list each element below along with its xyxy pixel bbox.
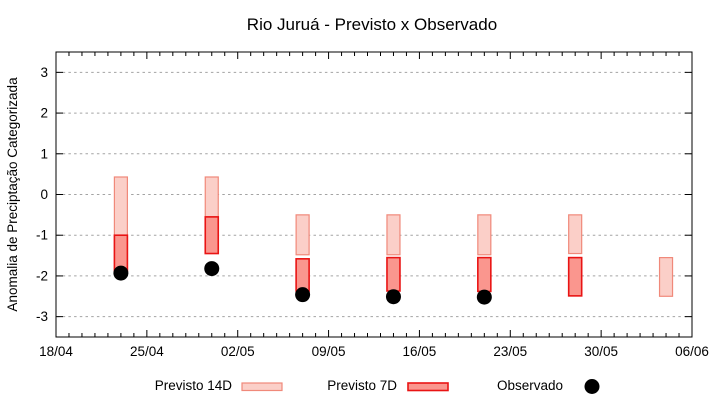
y-tick-label: 1 — [40, 146, 48, 161]
bar-previsto-7d — [477, 256, 492, 293]
x-tick-label: 06/06 — [675, 344, 709, 359]
chart-title: Rio Juruá - Previsto x Observado — [247, 15, 497, 34]
observado-dot — [476, 289, 492, 305]
bar-previsto-14d — [568, 214, 583, 255]
x-tick-label: 25/04 — [130, 344, 164, 359]
y-tick-label: 2 — [40, 106, 48, 121]
observado-dot — [385, 289, 401, 305]
y-tick-label: 0 — [40, 187, 48, 202]
legend-swatch-previsto-7d — [407, 382, 449, 392]
x-tick-label: 30/05 — [584, 344, 618, 359]
x-tick-label: 02/05 — [221, 344, 255, 359]
legend: Previsto 14D Previsto 7D Observado — [155, 378, 600, 394]
gridlines — [57, 71, 691, 318]
legend-dot-observado — [584, 379, 600, 394]
legend-swatch-previsto-14d — [241, 382, 283, 392]
x-tick-label: 09/05 — [312, 344, 346, 359]
observado-dot — [113, 265, 129, 281]
bar-previsto-7d — [567, 256, 583, 297]
x-tick-label: 18/04 — [39, 344, 73, 359]
legend-label-previsto-7d: Previsto 7D — [327, 378, 397, 393]
bar-previsto-14d — [204, 176, 219, 218]
observado-dot — [204, 261, 220, 277]
bar-previsto-14d — [295, 214, 310, 256]
y-tick-labels: -3 -2 -1 0 1 2 3 — [36, 65, 48, 324]
legend-label-observado: Observado — [497, 378, 563, 393]
y-tick-label: 3 — [40, 65, 48, 80]
observado-dot — [295, 287, 311, 303]
legend-label-previsto-14d: Previsto 14D — [155, 378, 233, 393]
bar-previsto-14d — [113, 176, 128, 236]
bar-previsto-14d — [386, 214, 401, 256]
plot-border — [55, 51, 693, 338]
bar-previsto-7d — [113, 234, 129, 272]
bar-previsto-7d — [295, 258, 310, 292]
bar-previsto-14d — [477, 214, 492, 256]
y-tick-label: -2 — [36, 268, 48, 283]
y-tick-label: -1 — [36, 228, 48, 243]
y-axis-label: Anomalia de Preciptação Categorizada — [5, 77, 20, 312]
x-tick-label: 23/05 — [493, 344, 527, 359]
bar-previsto-7d — [204, 216, 220, 255]
x-tick-labels: 18/04 25/04 02/05 09/05 16/05 23/05 30/05 06/06 — [39, 344, 709, 359]
x-tick-label: 16/05 — [403, 344, 437, 359]
axis-ticks — [55, 52, 693, 337]
bar-previsto-14d — [658, 257, 674, 297]
bar-previsto-7d — [386, 256, 401, 292]
forecast-bars — [113, 176, 674, 305]
y-tick-label: -3 — [36, 309, 48, 324]
